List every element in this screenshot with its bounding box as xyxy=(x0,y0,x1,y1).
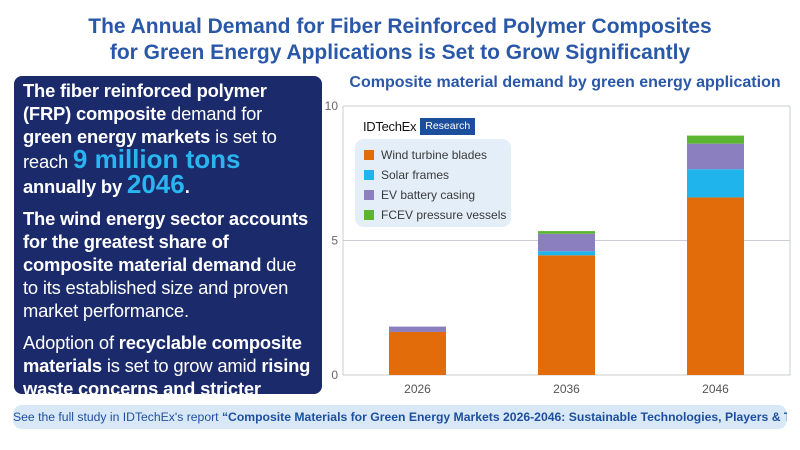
legend-swatch-solar xyxy=(364,170,374,180)
page-title: The Annual Demand for Fiber Reinforced P… xyxy=(0,14,800,66)
bar-2036-series-3 xyxy=(538,231,595,234)
finding-demand-text-1: demand for xyxy=(166,103,263,124)
research-tag: Research xyxy=(420,118,476,135)
y-tick-label-5: 5 xyxy=(331,234,338,248)
bar-2046-series-0 xyxy=(687,197,744,375)
finding-recycle-text-1: Adoption of xyxy=(23,332,119,353)
legend-label-fcev: FCEV pressure vessels xyxy=(381,208,507,222)
finding-wind: The wind energy sector accounts for the … xyxy=(23,207,314,322)
report-link[interactable]: See the full study in IDTechEx's report … xyxy=(13,405,787,429)
chart-legend: Wind turbine blades Solar frames EV batt… xyxy=(355,139,511,227)
footer-prefix: See the full study in IDTechEx's report xyxy=(13,410,222,424)
bar-2036-series-2 xyxy=(538,233,595,252)
bar-2046-series-3 xyxy=(687,135,744,144)
finding-wind-text: due to its established size and proven m… xyxy=(23,254,297,321)
finding-recycle-text-2: is set to grow amid xyxy=(101,355,262,376)
legend-swatch-fcev xyxy=(364,210,374,220)
x-tick-label-2046: 2046 xyxy=(702,382,729,396)
finding-demand-period: . xyxy=(184,176,190,197)
legend-label-wind: Wind turbine blades xyxy=(381,148,488,162)
idtechex-logo: IDTechEx xyxy=(363,119,417,134)
legend-item-solar: Solar frames xyxy=(364,165,511,185)
bar-2036-series-0 xyxy=(538,255,595,375)
finding-demand-volume: 9 million tons xyxy=(72,144,241,174)
footer-report-title: “Composite Materials for Green Energy Ma… xyxy=(221,410,787,424)
x-tick-label-2036: 2036 xyxy=(553,382,580,396)
legend-item-wind: Wind turbine blades xyxy=(364,145,511,165)
legend-swatch-ev xyxy=(364,190,374,200)
bar-2026-series-2 xyxy=(389,326,446,332)
legend-item-ev: EV battery casing xyxy=(364,185,511,205)
legend-label-solar: Solar frames xyxy=(381,168,450,182)
finding-demand-year: 2046 xyxy=(126,169,185,199)
x-tick-label-2026: 2026 xyxy=(404,382,431,396)
finding-demand-text-3: annually by xyxy=(23,176,127,197)
y-tick-label-0: 0 xyxy=(331,368,338,382)
legend-item-fcev: FCEV pressure vessels xyxy=(364,205,511,225)
bar-2036-series-1 xyxy=(538,251,595,256)
finding-demand-markets: green energy markets xyxy=(23,126,211,147)
finding-demand-text-2: is set to reach xyxy=(23,126,277,172)
bar-2026-series-0 xyxy=(389,331,446,375)
finding-demand-frp: The fiber reinforced polymer (FRP) compo… xyxy=(23,80,267,124)
bar-2046-series-1 xyxy=(687,169,744,198)
y-tick-label-10: 10 xyxy=(325,99,339,113)
legend-label-ev: EV battery casing xyxy=(381,188,476,202)
idtechex-branding: IDTechEx Research xyxy=(362,118,476,135)
finding-wind-bold: The wind energy sector accounts for the … xyxy=(23,208,309,275)
key-findings-panel: The fiber reinforced polymer (FRP) compo… xyxy=(14,76,322,422)
finding-recycle-bold-1: recyclable composite materials xyxy=(23,332,302,376)
finding-demand: The fiber reinforced polymer (FRP) compo… xyxy=(23,79,314,198)
title-line-2: for Green Energy Applications is Set to … xyxy=(109,41,691,64)
legend-swatch-wind xyxy=(364,150,374,160)
chart-title: Composite material demand by green energ… xyxy=(349,74,781,91)
bar-2046-series-2 xyxy=(687,143,744,170)
title-line-1: The Annual Demand for Fiber Reinforced P… xyxy=(88,15,712,38)
